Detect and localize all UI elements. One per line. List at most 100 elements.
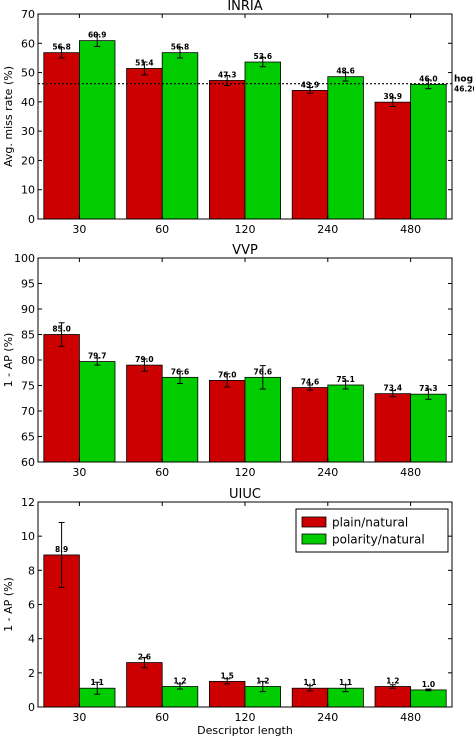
data-label: 51.4: [135, 58, 154, 67]
y-tick-label: 65: [21, 431, 35, 444]
bar-plain-60: [126, 662, 163, 708]
y-tick-label: 30: [21, 125, 35, 138]
x-tick-label: 30: [72, 711, 86, 724]
bar-plain-120: [208, 80, 246, 220]
y-tick-label: 70: [21, 405, 35, 418]
bar-polarity-60: [161, 52, 199, 220]
bar-polarity-480: [410, 393, 447, 463]
data-label: 48.6: [336, 67, 355, 76]
bar-polarity-30: [79, 361, 116, 463]
data-label: 76.6: [171, 367, 190, 376]
hog-label: hog: [454, 75, 473, 85]
data-label: 1.2: [173, 677, 186, 686]
y-tick-label: 100: [14, 252, 35, 265]
bar-plain-240: [291, 387, 329, 463]
x-tick-label: 240: [317, 711, 338, 724]
bar-plain-120: [208, 680, 246, 708]
y-tick-label: 95: [21, 278, 35, 291]
bar-plain-240: [291, 90, 329, 220]
x-tick-label: 30: [72, 466, 86, 479]
chart-title: UIUC: [229, 487, 261, 502]
bar-plain-480: [374, 393, 412, 463]
y-axis-label: 1 - AP (%): [2, 333, 15, 388]
legend-swatch-polarity: [301, 533, 327, 545]
data-label: 46.0: [419, 74, 438, 83]
data-label: 53.6: [254, 52, 273, 61]
y-tick-label: 70: [21, 8, 35, 21]
y-tick-label: 6: [28, 599, 35, 612]
data-label: 60.9: [88, 31, 107, 40]
y-tick-label: 0: [28, 701, 35, 714]
data-label: 8.9: [55, 545, 68, 554]
legend-swatch-plain: [301, 516, 327, 528]
bar-plain-480: [374, 686, 412, 708]
y-tick-label: 60: [21, 456, 35, 469]
chart-title: VVP: [232, 243, 258, 258]
bar-polarity-60: [161, 376, 199, 463]
y-tick-label: 0: [28, 213, 35, 226]
data-label: 76.6: [254, 367, 273, 376]
bar-polarity-240: [327, 76, 364, 220]
data-label: 76.0: [218, 370, 237, 379]
x-tick-label: 120: [235, 223, 256, 236]
legend-label: plain/natural: [332, 516, 408, 530]
data-label: 85.0: [52, 325, 71, 334]
legend-label: polarity/natural: [332, 533, 425, 547]
data-label: 47.3: [218, 70, 237, 79]
data-label: 73.4: [384, 384, 403, 393]
data-label: 1.5: [221, 671, 234, 680]
data-label: 79.7: [88, 352, 107, 361]
bar-plain-480: [374, 101, 412, 220]
x-tick-label: 60: [155, 466, 169, 479]
legend: plain/natural polarity/natural: [295, 508, 449, 553]
x-tick-label: 240: [317, 466, 338, 479]
data-label: 56.8: [52, 43, 71, 52]
y-tick-label: 10: [21, 184, 35, 197]
data-label: 1.2: [386, 677, 399, 686]
chart-panel-vvp: VVP 1 - AP (%) 85.0 79.0 76.0 74.6 73.4 79.7 76.…: [2, 243, 453, 479]
y-tick-label: 90: [21, 303, 35, 316]
x-tick-label: 240: [317, 223, 338, 236]
bar-plain-60: [126, 364, 163, 463]
x-tick-label: 480: [400, 466, 421, 479]
bar-polarity-30: [79, 40, 116, 220]
data-label: 1.1: [303, 678, 316, 687]
data-label: 43.9: [301, 80, 320, 89]
bar-plain-30: [43, 334, 80, 463]
data-label: 1.1: [339, 678, 352, 687]
bar-polarity-120: [244, 61, 282, 220]
x-tick-label: 30: [72, 223, 86, 236]
y-tick-label: 75: [21, 380, 35, 393]
data-label: 74.6: [301, 378, 320, 387]
data-label: 75.1: [336, 375, 355, 384]
chart-panel-inria: INRIA Avg. miss rate (%) 56.8 51.4 47.3 43.9 3…: [2, 0, 474, 236]
y-tick-label: 12: [21, 496, 35, 509]
data-label: 1.2: [256, 677, 269, 686]
hog-value-label: 46.20: [454, 85, 474, 94]
y-tick-label: 85: [21, 329, 35, 342]
y-tick-label: 60: [21, 37, 35, 50]
x-tick-label: 120: [235, 711, 256, 724]
x-tick-label: 60: [155, 711, 169, 724]
data-label: 56.8: [171, 43, 190, 52]
bar-polarity-480: [410, 689, 447, 708]
x-tick-label: 480: [400, 711, 421, 724]
x-tick-label: 60: [155, 223, 169, 236]
data-label: 79.0: [135, 355, 154, 364]
x-tick-label: 480: [400, 223, 421, 236]
bar-polarity-480: [410, 83, 447, 220]
bar-polarity-240: [327, 384, 364, 463]
legend-box: [295, 508, 449, 553]
y-tick-label: 80: [21, 354, 35, 367]
bar-polarity-60: [161, 686, 199, 708]
y-tick-label: 2: [28, 667, 35, 680]
y-tick-label: 8: [28, 564, 35, 577]
y-tick-label: 4: [28, 633, 35, 646]
data-label: 1.1: [91, 678, 104, 687]
y-axis-label: Avg. miss rate (%): [2, 66, 15, 167]
bar-plain-60: [126, 68, 163, 220]
bar-plain-30: [43, 52, 80, 220]
y-tick-label: 10: [21, 530, 35, 543]
